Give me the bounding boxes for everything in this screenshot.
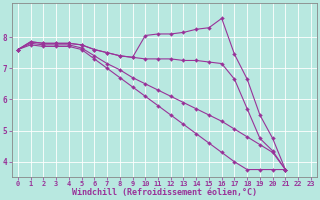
X-axis label: Windchill (Refroidissement éolien,°C): Windchill (Refroidissement éolien,°C) — [72, 188, 257, 197]
